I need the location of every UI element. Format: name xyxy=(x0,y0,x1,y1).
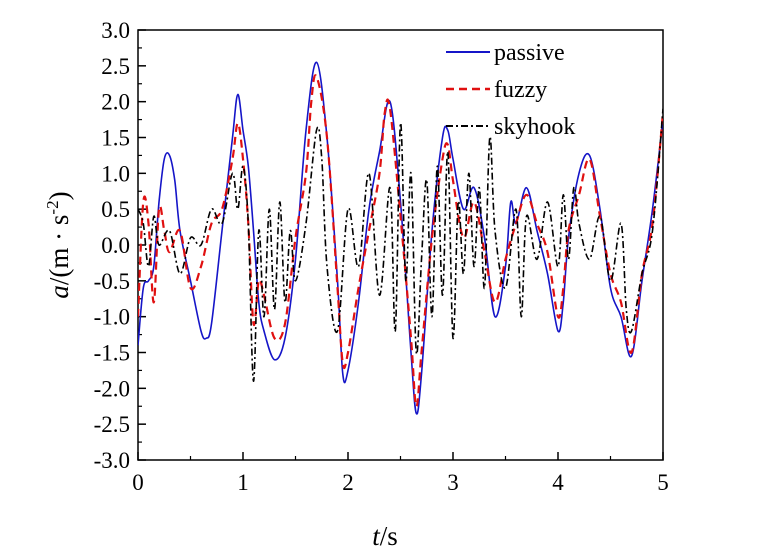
x-tick-labels: 0 1 2 3 4 5 xyxy=(132,470,669,495)
y-tick-label: -1.5 xyxy=(94,341,130,366)
x-tick-label: 5 xyxy=(657,470,669,495)
series-line-skyhook xyxy=(138,108,663,383)
legend-label-skyhook: skyhook xyxy=(494,114,575,140)
y-tick-label: -1.0 xyxy=(94,305,130,330)
y-tick-label: 2.5 xyxy=(101,54,130,79)
svg-text:a/(m · s-2): a/(m · s-2) xyxy=(43,191,74,298)
y-tick-labels: -3.0 -2.5 -2.0 -1.5 -1.0 -0.5 0.0 0.5 1.0 1.5 2.0 2… xyxy=(94,18,130,473)
y-tick-label: 1.0 xyxy=(101,161,130,186)
series-line-fuzzy xyxy=(138,74,663,408)
y-tick-label: -3.0 xyxy=(94,448,130,473)
y-tick-label: 0.0 xyxy=(101,233,130,258)
y-tick-label: 0.5 xyxy=(101,197,130,222)
legend-label-fuzzy: fuzzy xyxy=(494,77,547,103)
x-tick-label: 4 xyxy=(552,470,564,495)
y-tick-label: -2.0 xyxy=(94,376,130,401)
x-tick-label: 0 xyxy=(132,470,144,495)
x-tick-label: 2 xyxy=(342,470,354,495)
y-tick-label: 1.5 xyxy=(101,126,130,151)
y-tick-label: -0.5 xyxy=(94,269,130,294)
y-tick-label: 2.0 xyxy=(101,90,130,115)
legend-label-passive: passive xyxy=(494,40,565,66)
series-layer xyxy=(138,61,663,415)
y-tick-label: -2.5 xyxy=(94,412,130,437)
x-tick-label: 3 xyxy=(447,470,459,495)
x-tick-label: 1 xyxy=(237,470,249,495)
y-axis-label: a/(m · s-2) xyxy=(43,191,74,298)
x-axis-label: t/s xyxy=(372,521,398,551)
legend: passive fuzzy skyhook xyxy=(446,40,575,140)
y-tick-label: 3.0 xyxy=(101,18,130,43)
tick-marks xyxy=(137,29,664,461)
series-line-passive xyxy=(138,61,663,415)
